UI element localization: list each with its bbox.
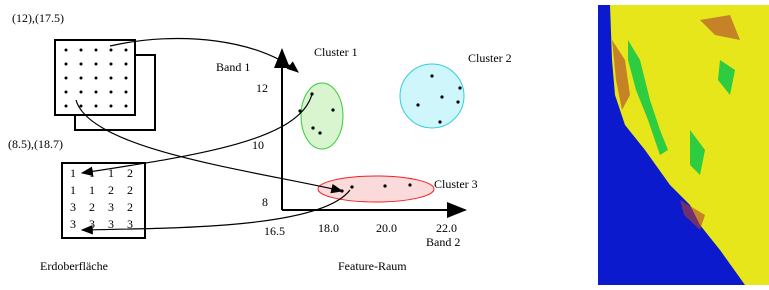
class-value: 3 — [70, 200, 76, 214]
pixel-dot — [95, 105, 98, 108]
caption: Feature-Raum — [338, 259, 407, 273]
pixel-dot — [80, 105, 83, 108]
tick-label: 20.0 — [376, 221, 397, 235]
tick-label: 16.5 — [264, 224, 285, 238]
pixel-dot — [110, 91, 113, 94]
pixel-dot — [95, 91, 98, 94]
class-value: 2 — [108, 183, 114, 197]
pixel-dot — [110, 77, 113, 80]
diagram: (12),(17.5) (8.5),(18.7) 111211223232333… — [0, 0, 769, 290]
pixel-dot — [65, 91, 68, 94]
pixel-dot — [80, 91, 83, 94]
pixel-dot — [95, 77, 98, 80]
coord-label: (12),(17.5) — [12, 11, 64, 25]
pixel-dot — [80, 49, 83, 52]
class-value: 3 — [70, 217, 76, 231]
tick-label: 10 — [252, 138, 264, 152]
cluster-label: Cluster 2 — [468, 51, 512, 65]
cluster-label: Cluster 1 — [314, 45, 358, 59]
class-value: 2 — [127, 200, 133, 214]
tick-label: 22.0 — [436, 221, 457, 235]
class-value: 1 — [89, 166, 95, 180]
caption: Erdoberfläche — [40, 259, 108, 273]
pixel-dot — [125, 105, 128, 108]
pixel-dot — [110, 105, 113, 108]
pixel-dot — [125, 63, 128, 66]
pixel-dot — [65, 63, 68, 66]
pixel-dot — [125, 91, 128, 94]
coord-label: (8.5),(18.7) — [8, 137, 63, 151]
cluster-shape — [301, 83, 343, 149]
pixel-dot — [65, 105, 68, 108]
pixel-dot — [125, 49, 128, 52]
class-value: 1 — [70, 166, 76, 180]
pixel-dot — [125, 77, 128, 80]
axis-label: Band 1 — [216, 60, 250, 74]
pixel-dot — [110, 63, 113, 66]
tick-label: 18.0 — [318, 221, 339, 235]
cluster-shape — [400, 64, 464, 128]
class-value: 1 — [89, 183, 95, 197]
class-value: 3 — [89, 217, 95, 231]
tick-label: 12 — [256, 81, 268, 95]
pixel-dot — [65, 49, 68, 52]
class-value: 2 — [127, 183, 133, 197]
pixel-dot — [80, 77, 83, 80]
pixel-dot — [95, 63, 98, 66]
pixel-dot — [95, 49, 98, 52]
tick-label: 8 — [262, 195, 268, 209]
pixel-dot — [65, 77, 68, 80]
class-value: 2 — [127, 166, 133, 180]
pixel-dot — [80, 63, 83, 66]
axis-label: Band 2 — [426, 235, 460, 249]
class-value: 3 — [108, 200, 114, 214]
cluster-label: Cluster 3 — [434, 177, 478, 191]
class-value: 2 — [89, 200, 95, 214]
class-value: 1 — [70, 183, 76, 197]
pixel-dot — [110, 49, 113, 52]
